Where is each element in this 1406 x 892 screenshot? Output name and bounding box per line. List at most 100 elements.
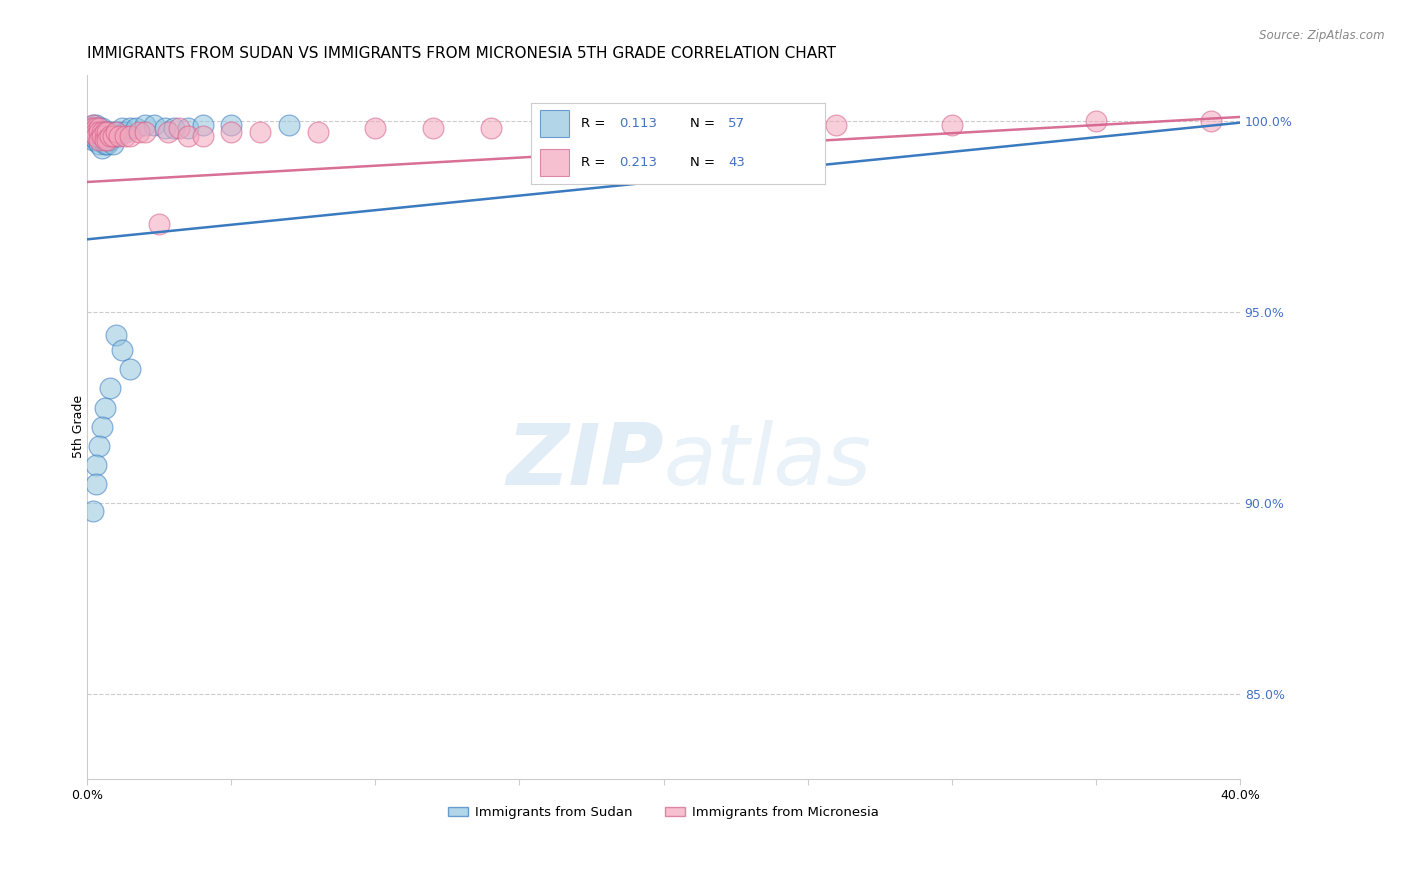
Point [114, 129, 136, 144]
Point [84, 133, 107, 147]
Point [191, 118, 214, 132]
Point [84, 125, 107, 139]
Point [156, 125, 179, 139]
Point [278, 118, 301, 132]
Point [93, 133, 115, 147]
Point [105, 129, 128, 144]
Point [120, 362, 142, 376]
Point [82, 121, 104, 136]
Point [422, 121, 444, 136]
Point [87, 121, 110, 136]
Point [90, 125, 112, 139]
Point [90, 140, 112, 154]
Point [163, 121, 186, 136]
Point [98, 125, 121, 139]
Point [249, 125, 271, 139]
Point [79, 125, 101, 139]
Point [84, 129, 107, 144]
Point [84, 121, 107, 136]
Point [125, 121, 148, 136]
Point [82, 133, 104, 147]
Point [98, 129, 121, 144]
Point [134, 118, 156, 132]
Point [84, 125, 107, 139]
Point [111, 121, 134, 136]
Point [142, 118, 165, 132]
Point [93, 129, 115, 144]
Point [177, 121, 200, 136]
Point [191, 129, 214, 144]
Point [84, 129, 107, 144]
Point [87, 136, 110, 151]
Point [134, 125, 156, 139]
Point [96, 129, 118, 144]
Point [84, 118, 107, 132]
Point [148, 217, 170, 231]
Point [82, 121, 104, 136]
Point [364, 121, 387, 136]
Point [87, 125, 110, 139]
Point [82, 125, 104, 139]
Point [82, 129, 104, 144]
Text: IMMIGRANTS FROM SUDAN VS IMMIGRANTS FROM MICRONESIA 5TH GRADE CORRELATION CHART: IMMIGRANTS FROM SUDAN VS IMMIGRANTS FROM… [87, 46, 837, 62]
Point [177, 129, 200, 144]
Point [105, 327, 128, 342]
Point [108, 125, 131, 139]
Point [87, 133, 110, 147]
Point [93, 136, 115, 151]
Point [90, 129, 112, 144]
Point [169, 121, 191, 136]
Point [1199, 113, 1222, 128]
Point [96, 125, 118, 139]
Point [82, 118, 104, 132]
Point [84, 458, 107, 472]
Text: Source: ZipAtlas.com: Source: ZipAtlas.com [1260, 29, 1385, 42]
Point [82, 118, 104, 132]
Point [82, 504, 104, 518]
Point [105, 125, 128, 139]
Legend: Immigrants from Sudan, Immigrants from Micronesia: Immigrants from Sudan, Immigrants from M… [443, 801, 884, 825]
Point [79, 121, 101, 136]
Point [96, 125, 118, 139]
Point [96, 133, 118, 147]
Point [537, 118, 560, 132]
Point [114, 125, 136, 139]
Point [87, 129, 110, 144]
Point [90, 129, 112, 144]
Point [479, 121, 502, 136]
Point [82, 125, 104, 139]
Point [93, 125, 115, 139]
Point [79, 125, 101, 139]
Text: ZIP: ZIP [506, 420, 664, 503]
Point [87, 121, 110, 136]
Point [90, 419, 112, 434]
Point [623, 118, 645, 132]
Point [101, 129, 124, 144]
Point [98, 133, 121, 147]
Point [105, 125, 128, 139]
Point [90, 125, 112, 139]
Point [221, 125, 243, 139]
Point [87, 125, 110, 139]
Point [221, 118, 243, 132]
Point [84, 121, 107, 136]
Point [79, 121, 101, 136]
Point [101, 129, 124, 144]
Point [90, 121, 112, 136]
Point [79, 129, 101, 144]
Point [93, 401, 115, 415]
Point [87, 439, 110, 453]
Point [96, 136, 118, 151]
Point [84, 477, 107, 491]
Point [120, 121, 142, 136]
Point [93, 125, 115, 139]
Point [710, 118, 733, 132]
Point [1084, 113, 1107, 128]
Point [120, 129, 142, 144]
Text: atlas: atlas [664, 420, 872, 503]
Point [128, 125, 150, 139]
Point [101, 136, 124, 151]
Y-axis label: 5th Grade: 5th Grade [72, 395, 86, 458]
Point [90, 133, 112, 147]
Point [98, 382, 121, 396]
